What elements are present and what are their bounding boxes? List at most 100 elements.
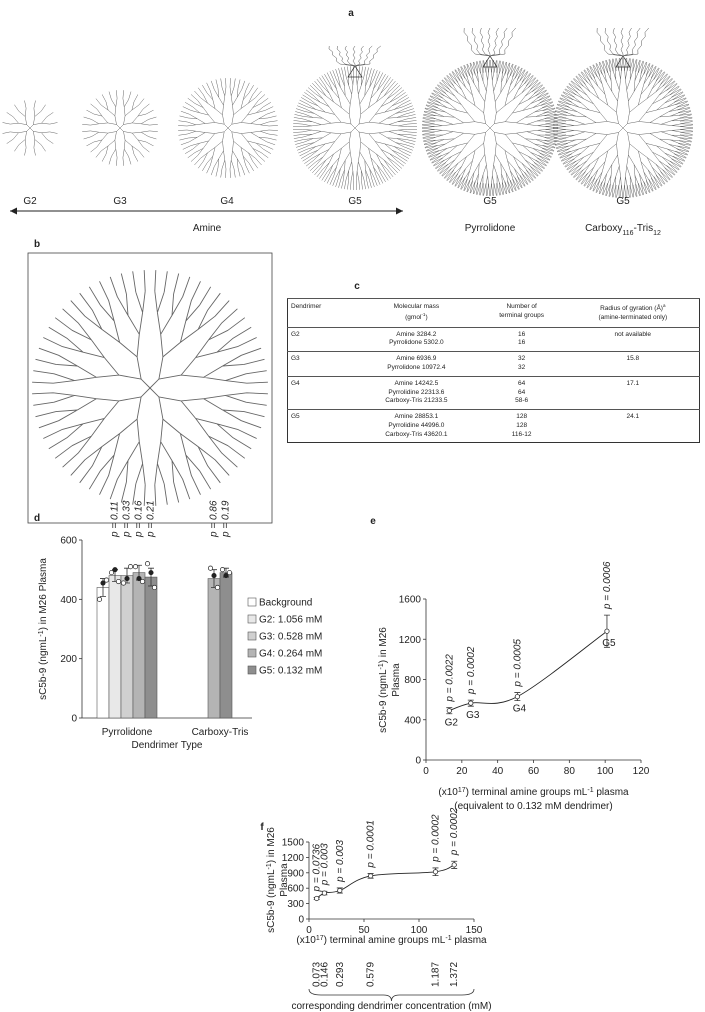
header-row: Dendrimer Molecular mass (gmol-1) Number of…	[287, 298, 700, 328]
x-tick-label: 50	[358, 925, 370, 936]
y-tick-label: 600	[287, 884, 304, 895]
cell-line: 64	[518, 388, 526, 396]
table-cell: Amine 3284.2 Pyrrolidone 5302.0	[356, 326, 477, 352]
y-tick-label: 300	[287, 899, 304, 910]
data-point	[604, 628, 610, 634]
panel-label: c	[354, 281, 360, 292]
inset-molecule	[596, 27, 649, 57]
inset-molecule	[463, 27, 516, 57]
cell-line: not available	[614, 330, 652, 338]
cell-line: G5	[291, 413, 300, 421]
y-tick-label: 600	[60, 536, 77, 547]
data-point	[127, 564, 134, 570]
text-part: -1	[587, 787, 593, 794]
inset-triangle	[482, 55, 498, 68]
cell-line: 58-6	[515, 397, 529, 405]
x-tick-label: 0	[306, 925, 312, 936]
bar	[144, 576, 158, 719]
data-point	[468, 700, 474, 706]
x-tick-label: 40	[492, 766, 504, 777]
bar	[120, 575, 134, 719]
cell-line: G2	[291, 330, 300, 338]
text-part: sC5b-9 (ngmL	[266, 869, 277, 933]
cell-line: Amine 3284.2	[396, 330, 437, 338]
dendrimer-drawing	[292, 65, 418, 191]
x-tick-label: 60	[528, 766, 540, 777]
text-part: ) terminal amine groups mL	[324, 935, 446, 946]
table-cell: Amine 6936.9 Pyrrolidone 10972.4	[356, 351, 477, 377]
p-value: p = 0.0005	[512, 639, 523, 688]
text-part: 17	[316, 935, 324, 942]
text-part: terminal groups	[499, 311, 545, 319]
y-tick-label: 1600	[399, 595, 422, 606]
text-part: Radius of gyration (Å)	[600, 305, 663, 313]
table-row: G3 Amine 6936.9 Pyrrolidone 10972.4 32 32 15.…	[287, 351, 700, 377]
p-value: p = 0.33	[122, 500, 133, 538]
text-part: -1	[378, 663, 385, 669]
text-part: (x10	[296, 935, 316, 946]
data-point	[96, 596, 103, 602]
header-line: Dendrimer	[291, 303, 353, 312]
x-tick-label: 100	[597, 766, 614, 777]
text-part: (x10	[438, 787, 458, 798]
table-cell: 16 16	[476, 326, 567, 352]
generation-label: G5	[616, 196, 630, 207]
p-value: p = 0.0001	[366, 820, 377, 869]
table-cell: 128 128 116-12	[476, 409, 567, 443]
text-part: Plasma	[391, 663, 402, 697]
legend-label: G5: 0.132 mM	[259, 666, 322, 677]
point-label: G3	[466, 710, 480, 721]
y-tick-label: 900	[287, 868, 304, 879]
p-value: p = 0.0002	[449, 807, 460, 856]
text-part: 12	[653, 230, 661, 237]
concentration-label: 0.293	[335, 962, 346, 987]
text-part: (gmol	[405, 313, 422, 321]
y-tick-label: 800	[404, 675, 421, 686]
data-point	[211, 573, 217, 579]
concentration-title: corresponding dendrimer concentration (m…	[291, 1001, 491, 1012]
text-part: -1	[421, 311, 426, 317]
table-cell: 15.8	[566, 351, 700, 377]
text-part: Pyrrolidone	[465, 223, 516, 234]
cell-line: Carboxy-Tris 21233.5	[385, 397, 448, 405]
legend-swatch	[247, 631, 257, 641]
p-value: p = 0.003	[335, 840, 346, 883]
legend-swatch	[247, 648, 257, 658]
x-tick-label: Pyrrolidone	[102, 727, 153, 738]
data-point	[451, 862, 457, 868]
table-cell: G3	[287, 351, 356, 377]
group-label: Pyrrolidone	[465, 223, 516, 234]
data-point	[136, 576, 142, 582]
table-cell: G2	[287, 326, 356, 352]
header-line: Molecular mass	[359, 303, 474, 312]
cell-line: G3	[291, 355, 300, 363]
header-cell: Molecular mass (gmol-1)	[356, 298, 477, 328]
text-part: ) in M26 Plasma	[38, 558, 49, 631]
x-tick-label: 120	[633, 766, 650, 777]
generation-label: G2	[23, 196, 37, 207]
panel-label: e	[370, 516, 376, 527]
dendrimer-drawing	[552, 57, 694, 199]
p-value: p = 0.0736	[312, 843, 323, 892]
table-cell: 24.1	[566, 409, 700, 443]
generation-label: G5	[483, 196, 497, 207]
data-point	[314, 895, 320, 902]
header-line: Number of	[480, 303, 564, 312]
y-tick-label: 0	[415, 756, 421, 767]
text-part: Number of	[506, 303, 537, 310]
p-value: p = 0.21	[146, 501, 157, 538]
data-point	[367, 873, 374, 879]
text-part: plasma	[594, 787, 629, 798]
cell-line: 32	[518, 355, 526, 363]
text-part: (equivalent to 0.132 mM dendrimer)	[454, 801, 612, 812]
y-tick-label: 0	[71, 714, 77, 725]
x-axis-label: (equivalent to 0.132 mM dendrimer)	[454, 801, 612, 812]
legend-label: Background	[259, 598, 312, 609]
x-tick-label: 80	[564, 766, 576, 777]
bar	[108, 575, 122, 719]
x-axis-label: (x1017) terminal amine groups mL-1 plasm…	[438, 787, 629, 799]
data-point	[446, 708, 452, 714]
point-label: G4	[513, 704, 527, 715]
data-point	[219, 567, 226, 573]
